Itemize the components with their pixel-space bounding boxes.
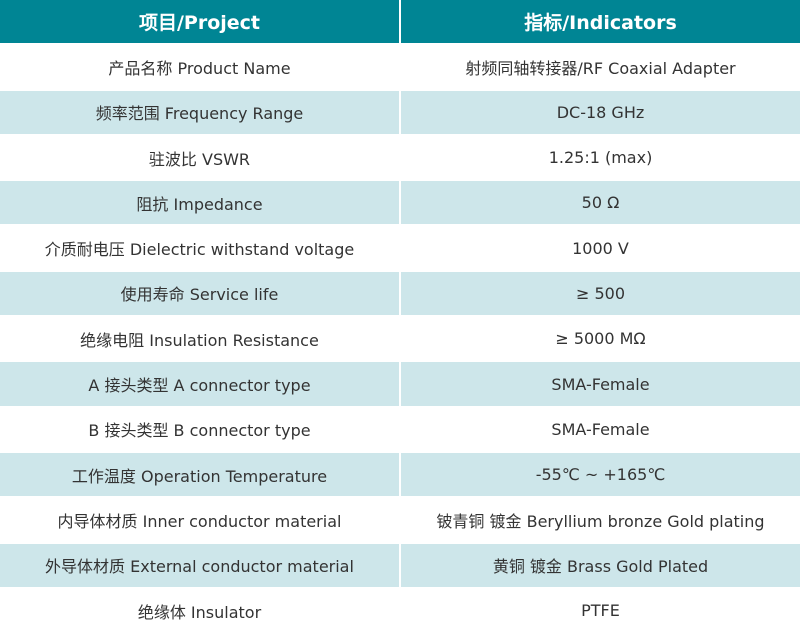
table-cell-indicator: 射频同轴转接器/RF Coaxial Adapter: [401, 45, 800, 89]
table-cell-project: 工作温度 Operation Temperature: [0, 452, 399, 497]
table-cell-indicator: SMA-Female: [401, 362, 800, 406]
table-cell-indicator: 铍青铜 镀金 Beryllium bronze Gold plating: [401, 498, 800, 542]
table-cell-project: 绝缘体 Insulator: [0, 588, 399, 633]
table-cell-project: 使用寿命 Service life: [0, 271, 399, 316]
table-cell-indicator: 1.25:1 (max): [401, 135, 800, 180]
table-cell-indicator: PTFE: [401, 588, 800, 633]
table-cell-indicator: 黄铜 镀金 Brass Gold Plated: [401, 543, 800, 587]
table-cell-project: 介质耐电压 Dielectric withstand voltage: [0, 226, 399, 270]
table-cell-indicator: ≥ 500: [401, 271, 800, 316]
table-cell-project: 驻波比 VSWR: [0, 135, 399, 180]
table-cell-project: 阻抗 Impedance: [0, 181, 399, 225]
table-cell-project: 外导体材质 External conductor material: [0, 543, 399, 587]
table-cell-indicator: 50 Ω: [401, 181, 800, 225]
table-cell-project: A 接头类型 A connector type: [0, 362, 399, 406]
table-cell-indicator: DC-18 GHz: [401, 90, 800, 134]
table-cell-indicator: -55℃ ~ +165℃: [401, 452, 800, 497]
table-cell-project: 绝缘电阻 Insulation Resistance: [0, 317, 399, 361]
table-cell-project: B 接头类型 B connector type: [0, 407, 399, 451]
table-cell-project: 频率范围 Frequency Range: [0, 90, 399, 134]
table-cell-indicator: SMA-Female: [401, 407, 800, 451]
table-cell-project: 产品名称 Product Name: [0, 45, 399, 89]
table-cell-indicator: ≥ 5000 MΩ: [401, 317, 800, 361]
header-indicators: 指标/Indicators: [401, 0, 800, 44]
table-cell-indicator: 1000 V: [401, 226, 800, 270]
table-cell-project: 内导体材质 Inner conductor material: [0, 498, 399, 542]
header-project: 项目/Project: [0, 0, 399, 44]
